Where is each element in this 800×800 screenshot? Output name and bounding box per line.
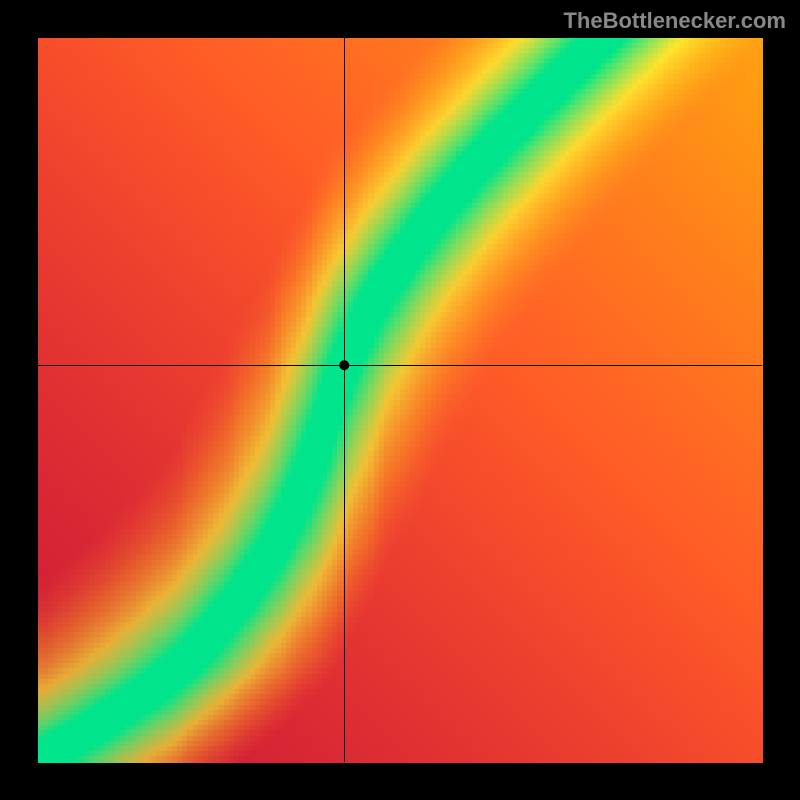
chart-container: TheBottlenecker.com [0,0,800,800]
watermark-text: TheBottlenecker.com [563,8,786,34]
heatmap-canvas [0,0,800,800]
